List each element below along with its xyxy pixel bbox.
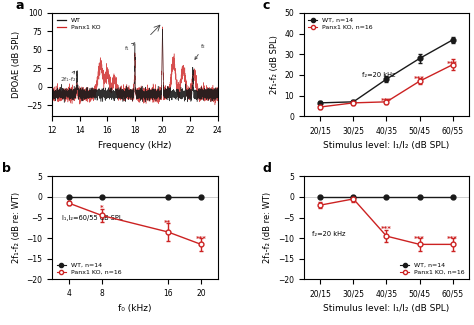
Legend: WT, Panx1 KO: WT, Panx1 KO	[55, 16, 102, 31]
Y-axis label: 2f₁-f₂ (dB re: WT): 2f₁-f₂ (dB re: WT)	[264, 192, 273, 264]
Text: ***: ***	[381, 98, 392, 104]
Legend: WT, n=14, Panx1 KO, n=16: WT, n=14, Panx1 KO, n=16	[55, 261, 123, 276]
Text: ***: ***	[414, 76, 425, 82]
Text: I₁,I₂=60/55 dB SPL: I₁,I₂=60/55 dB SPL	[62, 214, 123, 221]
Y-axis label: DPOAE (dB SPL): DPOAE (dB SPL)	[12, 31, 21, 98]
Y-axis label: 2f₁-f₂ (dB re: WT): 2f₁-f₂ (dB re: WT)	[12, 192, 21, 264]
Y-axis label: 2f₁-f₂ (dB SPL): 2f₁-f₂ (dB SPL)	[270, 35, 279, 94]
Text: f₁: f₁	[125, 43, 135, 51]
X-axis label: f₀ (kHz): f₀ (kHz)	[118, 304, 152, 313]
Text: ***: ***	[381, 226, 392, 232]
Text: ***: ***	[414, 236, 425, 242]
Text: f₂: f₂	[195, 45, 206, 59]
Text: ***: ***	[196, 236, 207, 242]
Text: **: **	[164, 220, 172, 226]
X-axis label: Stimulus level: I₁/I₂ (dB SPL): Stimulus level: I₁/I₂ (dB SPL)	[323, 141, 450, 150]
Text: f₂=20 kHz: f₂=20 kHz	[312, 231, 346, 237]
X-axis label: Frequency (kHz): Frequency (kHz)	[98, 141, 172, 150]
Text: ***: ***	[447, 60, 458, 67]
Text: c: c	[262, 0, 270, 12]
Text: *: *	[100, 205, 104, 211]
Text: d: d	[262, 162, 271, 175]
Text: 2f₁-f₂: 2f₁-f₂	[60, 71, 76, 82]
Legend: WT, n=14, Panx1 KO, n=16: WT, n=14, Panx1 KO, n=16	[307, 16, 374, 31]
Text: f₂=20 kHz: f₂=20 kHz	[362, 72, 395, 78]
Text: b: b	[2, 162, 11, 175]
Text: a: a	[16, 0, 24, 12]
Legend: WT, n=14, Panx1 KO, n=16: WT, n=14, Panx1 KO, n=16	[399, 261, 466, 276]
Text: ***: ***	[447, 236, 458, 242]
X-axis label: Stimulus level: I₁/I₂ (dB SPL): Stimulus level: I₁/I₂ (dB SPL)	[323, 304, 450, 313]
